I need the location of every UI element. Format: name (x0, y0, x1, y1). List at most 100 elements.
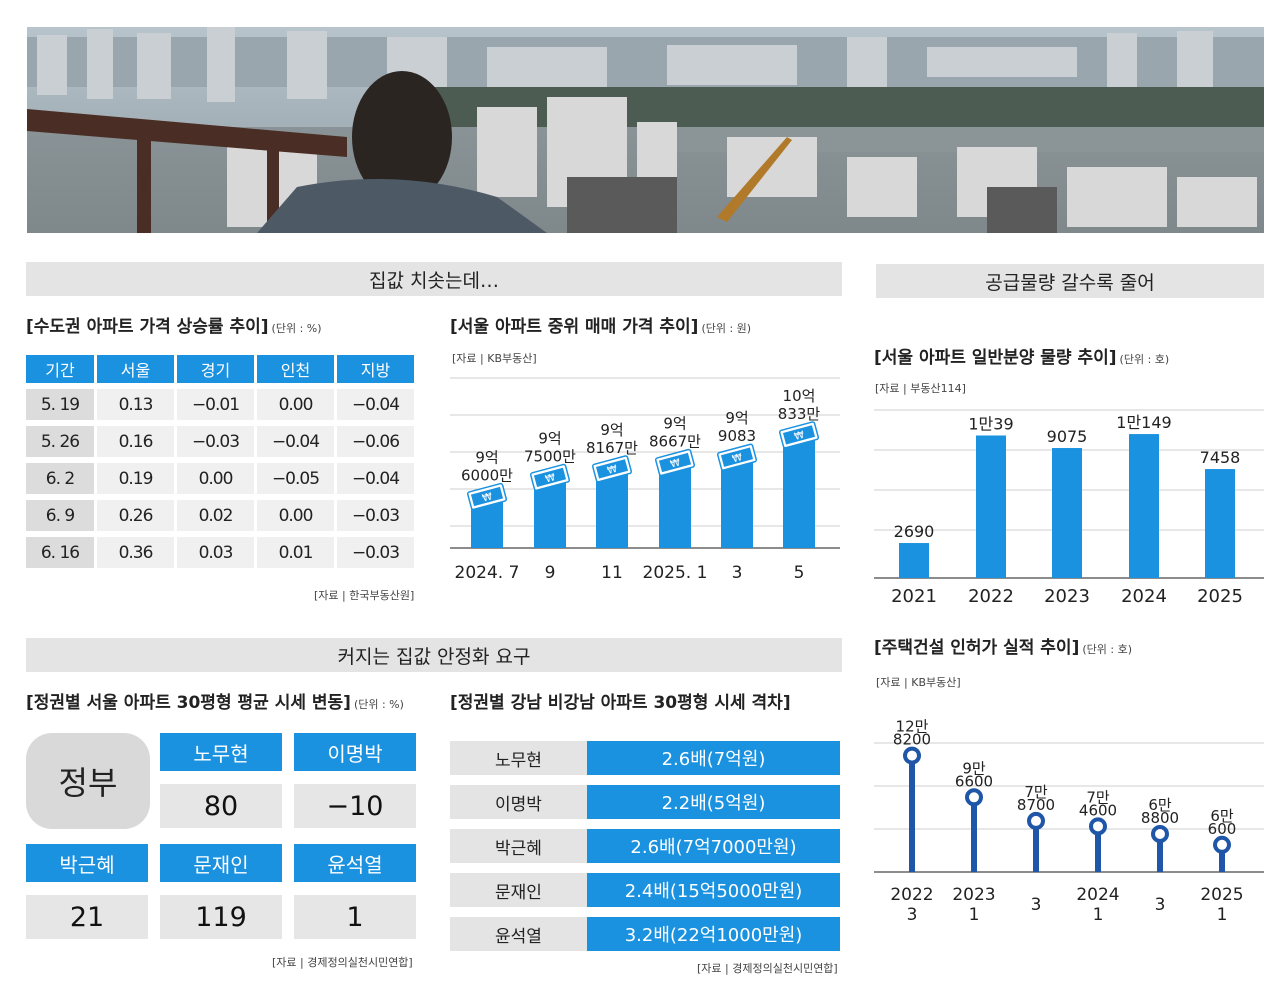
won-symbol: ₩ (793, 430, 806, 443)
table-cell: −0.04 (337, 463, 414, 494)
data-label: 7만 (1024, 783, 1048, 801)
table-cell: 0.03 (177, 537, 254, 568)
tick-label: 3 (732, 563, 743, 583)
money-icon: ₩ (591, 455, 633, 483)
section-header-prices: 집값 치솟는데… (26, 262, 842, 296)
table-cell: 0.26 (97, 500, 174, 531)
government-name: 문재인 (450, 873, 587, 907)
table-cell: 0.00 (257, 500, 334, 531)
bar (1129, 434, 1159, 578)
data-label: 4600 (1079, 801, 1117, 819)
government-name: 윤석열 (450, 917, 587, 951)
column-header: 서울 (97, 355, 174, 383)
cityscape-photo (27, 27, 1264, 233)
table-row: 6. 2 0.19 0.00 −0.05 −0.04 (26, 463, 416, 494)
change-value: 119 (160, 895, 282, 939)
section-header-supply: 공급물량 갈수록 줄어 (876, 264, 1264, 298)
table-cell: 0.00 (257, 389, 334, 420)
table-cell: 0.02 (177, 500, 254, 531)
source-note: [자료 | 경제정의실천시민연합] (272, 956, 413, 969)
won-symbol: ₩ (606, 464, 619, 477)
data-label: 9083 (718, 427, 756, 445)
table-cell: 0.00 (177, 463, 254, 494)
table-row: 5. 19 0.13 −0.01 0.00 −0.04 (26, 389, 416, 420)
money-icon: ₩ (778, 421, 820, 449)
government-name: 이명박 (294, 733, 416, 771)
money-icon: ₩ (466, 482, 508, 511)
chart-title: [주택건설 인허가 실적 추이] (단위 : 호) (874, 638, 1132, 658)
gap-value: 2.2배(5억원) (587, 785, 840, 819)
won-symbol: ₩ (669, 457, 682, 470)
column-header: 인천 (257, 355, 334, 383)
bar (721, 455, 753, 548)
table-cell: 0.16 (97, 426, 174, 457)
bar (1205, 469, 1235, 578)
tick-label: 2023 (952, 885, 995, 905)
bar (1052, 448, 1082, 578)
table-cell: 5. 19 (26, 389, 94, 420)
table-cell: −0.05 (257, 463, 334, 494)
won-symbol: ₩ (481, 491, 494, 504)
data-label: 6600 (955, 772, 993, 790)
data-label: 9075 (1047, 427, 1088, 446)
data-label: 6000만 (461, 467, 513, 485)
tick-label: 2022 (890, 885, 933, 905)
table-cell: 5. 26 (26, 426, 94, 457)
table-row: 5. 26 0.16 −0.03 −0.04 −0.06 (26, 426, 416, 457)
tick-label: 2024 (1121, 586, 1167, 607)
tick-label: 5 (794, 563, 805, 583)
table-cell: −0.04 (257, 426, 334, 457)
section-title: 커지는 집값 안정화 요구 (337, 645, 531, 668)
table-cell: 6. 9 (26, 500, 94, 531)
tick-label: 11 (601, 563, 623, 583)
table-cell: −0.03 (337, 537, 414, 568)
data-label: 12만 (896, 718, 929, 736)
tick-label: 1 (1093, 905, 1104, 925)
source-note: [자료 | 부동산114] (875, 382, 966, 395)
won-symbol: ₩ (731, 452, 744, 465)
data-label: 7458 (1200, 448, 1241, 467)
table-row: 박근혜 2.6배(7억7000만원) (450, 829, 840, 863)
permit-chart: 12만8200202239만6600202317만870037만46002024… (874, 718, 1264, 925)
tick-label: 2024. 7 (455, 563, 520, 583)
money-icon: ₩ (654, 448, 696, 477)
tick-label: 3 (1155, 895, 1166, 915)
tick-label: 2021 (891, 586, 937, 607)
data-label: 600 (1208, 820, 1237, 838)
government-name: 윤석열 (294, 844, 416, 882)
table-cell: −0.03 (337, 500, 414, 531)
source-note: [자료 | KB부동산] (876, 676, 961, 689)
government-name: 이명박 (450, 785, 587, 819)
data-label: 6만 (1148, 796, 1172, 814)
gap-value: 2.6배(7억원) (587, 741, 840, 775)
table-row: 윤석열 3.2배(22억1000만원) (450, 917, 840, 951)
money-icon: ₩ (716, 443, 758, 471)
change-value: 1 (294, 895, 416, 939)
data-label: 6만 (1210, 807, 1234, 825)
section-title: 집값 치솟는데… (369, 269, 499, 292)
data-label: 8800 (1141, 809, 1179, 827)
table-cell: 6. 16 (26, 537, 94, 568)
data-label: 1만39 (968, 414, 1013, 433)
column-header: 지방 (337, 355, 414, 383)
table-row: 이명박 2.2배(5억원) (450, 785, 840, 819)
data-label: 9억 (725, 409, 748, 427)
column-header: 경기 (177, 355, 254, 383)
table-cell: −0.06 (337, 426, 414, 457)
source-note: [자료 | KB부동산] (452, 352, 537, 365)
tick-label: 1 (1217, 905, 1228, 925)
point (1213, 835, 1231, 854)
data-label: 8167만 (586, 439, 638, 457)
change-value: 21 (26, 895, 148, 939)
money-icon: ₩ (529, 463, 571, 492)
point (1089, 817, 1107, 836)
bar (899, 543, 929, 578)
data-label: 8200 (893, 731, 931, 749)
point (903, 746, 921, 765)
data-label: 9만 (962, 759, 986, 777)
government-name: 노무현 (450, 741, 587, 775)
chart-title: [서울 아파트 중위 매매 가격 추이] (단위 : 원) (450, 317, 752, 337)
table-cell: 0.36 (97, 537, 174, 568)
government-name: 문재인 (160, 844, 282, 882)
